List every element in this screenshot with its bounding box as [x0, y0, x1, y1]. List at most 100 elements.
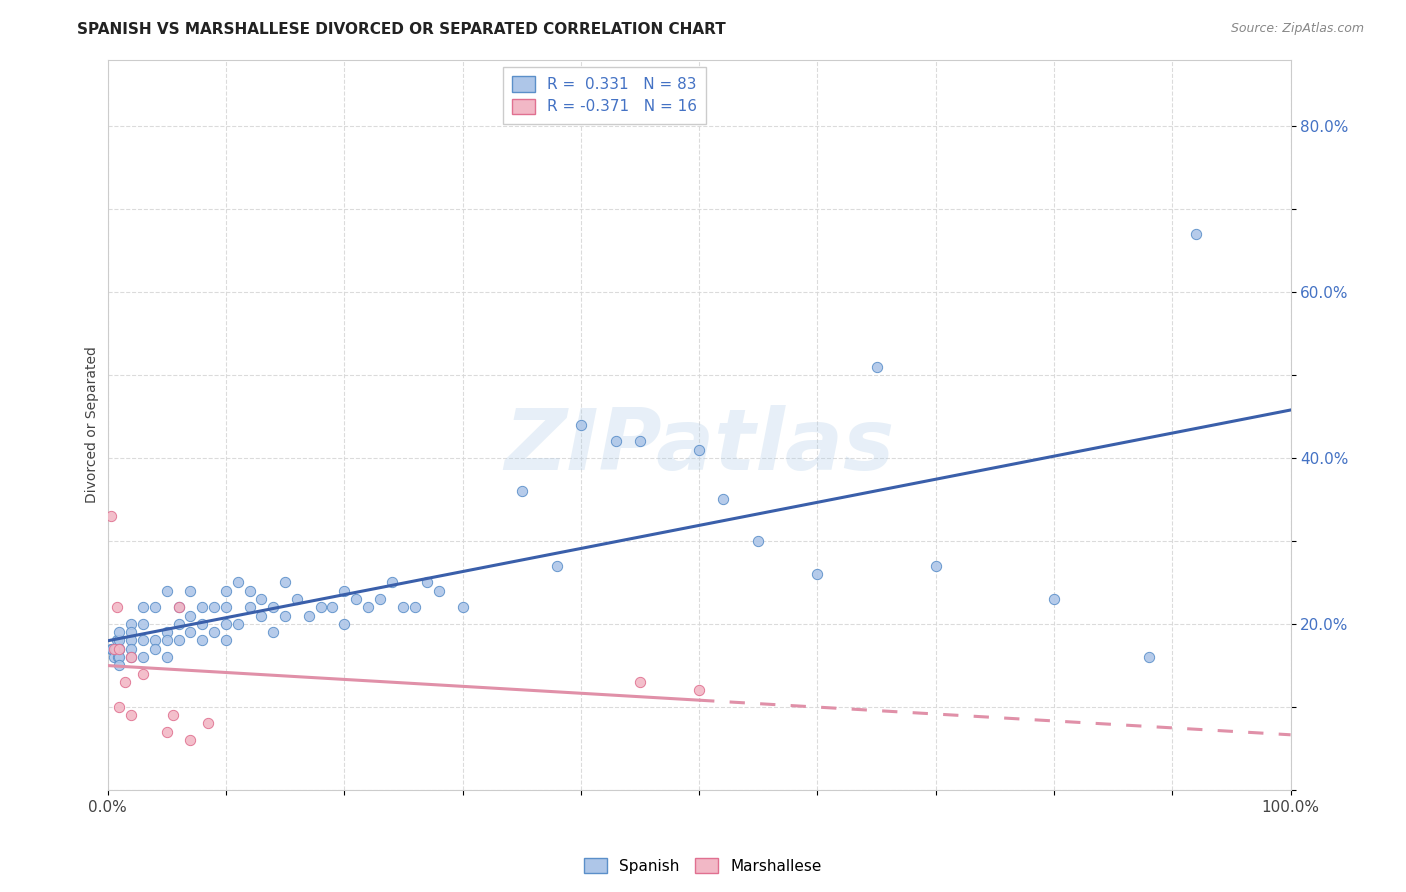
Point [202, 625, 225, 640]
Point [179, 608, 201, 623]
Point [179, 625, 201, 640]
Point [132, 666, 155, 681]
Point [103, 650, 125, 665]
Point [215, 583, 238, 598]
Point [120, 633, 142, 648]
Point [309, 600, 332, 615]
Point [132, 600, 155, 615]
Point [688, 442, 710, 457]
Point [806, 567, 828, 582]
Point [298, 608, 321, 623]
Point [101, 641, 124, 656]
Y-axis label: Divorced or Separated: Divorced or Separated [86, 346, 100, 503]
Point [333, 583, 356, 598]
Point [114, 675, 136, 690]
Point [1185, 227, 1208, 241]
Point [167, 600, 190, 615]
Point [156, 583, 179, 598]
Point [120, 650, 142, 665]
Point [239, 583, 262, 598]
Text: Source: ZipAtlas.com: Source: ZipAtlas.com [1230, 22, 1364, 36]
Point [250, 608, 273, 623]
Point [628, 675, 651, 690]
Point [321, 600, 343, 615]
Point [132, 650, 155, 665]
Point [1137, 650, 1160, 665]
Point [215, 616, 238, 631]
Point [167, 600, 190, 615]
Point [179, 583, 201, 598]
Point [108, 633, 131, 648]
Point [427, 583, 450, 598]
Point [108, 650, 131, 665]
Point [688, 683, 710, 698]
Point [120, 650, 142, 665]
Point [105, 633, 128, 648]
Point [226, 616, 249, 631]
Point [215, 600, 238, 615]
Point [120, 708, 142, 723]
Point [215, 633, 238, 648]
Point [865, 359, 887, 374]
Point [132, 616, 155, 631]
Point [108, 641, 131, 656]
Point [274, 608, 297, 623]
Point [1043, 592, 1066, 607]
Point [202, 600, 225, 615]
Point [143, 633, 166, 648]
Point [191, 600, 214, 615]
Legend: R =  0.331   N = 83, R = -0.371   N = 16: R = 0.331 N = 83, R = -0.371 N = 16 [503, 67, 706, 124]
Point [108, 625, 131, 640]
Point [191, 616, 214, 631]
Point [108, 699, 131, 714]
Legend: Spanish, Marshallese: Spanish, Marshallese [578, 852, 828, 880]
Point [711, 492, 734, 507]
Point [380, 575, 402, 590]
Point [239, 600, 262, 615]
Point [108, 658, 131, 673]
Point [605, 434, 627, 449]
Point [274, 575, 297, 590]
Point [250, 592, 273, 607]
Point [167, 633, 190, 648]
Point [179, 733, 201, 747]
Point [120, 625, 142, 640]
Point [108, 641, 131, 656]
Point [120, 641, 142, 656]
Point [226, 575, 249, 590]
Point [628, 434, 651, 449]
Point [925, 558, 948, 573]
Point [120, 616, 142, 631]
Point [104, 641, 127, 656]
Point [100, 641, 122, 656]
Point [132, 633, 155, 648]
Point [333, 616, 356, 631]
Point [156, 724, 179, 739]
Point [191, 633, 214, 648]
Point [167, 616, 190, 631]
Text: ZIPatlas: ZIPatlas [503, 405, 894, 488]
Point [105, 600, 128, 615]
Point [143, 641, 166, 656]
Point [747, 533, 769, 548]
Point [357, 600, 380, 615]
Point [569, 417, 592, 432]
Point [262, 625, 284, 640]
Point [510, 484, 533, 499]
Point [100, 508, 122, 523]
Point [416, 575, 439, 590]
Point [404, 600, 426, 615]
Point [392, 600, 415, 615]
Point [262, 600, 284, 615]
Point [285, 592, 308, 607]
Text: SPANISH VS MARSHALLESE DIVORCED OR SEPARATED CORRELATION CHART: SPANISH VS MARSHALLESE DIVORCED OR SEPAR… [77, 22, 725, 37]
Point [368, 592, 391, 607]
Point [197, 716, 219, 731]
Point [107, 650, 129, 665]
Point [156, 625, 179, 640]
Point [103, 641, 125, 656]
Point [451, 600, 474, 615]
Point [104, 641, 127, 656]
Point [156, 633, 179, 648]
Point [344, 592, 367, 607]
